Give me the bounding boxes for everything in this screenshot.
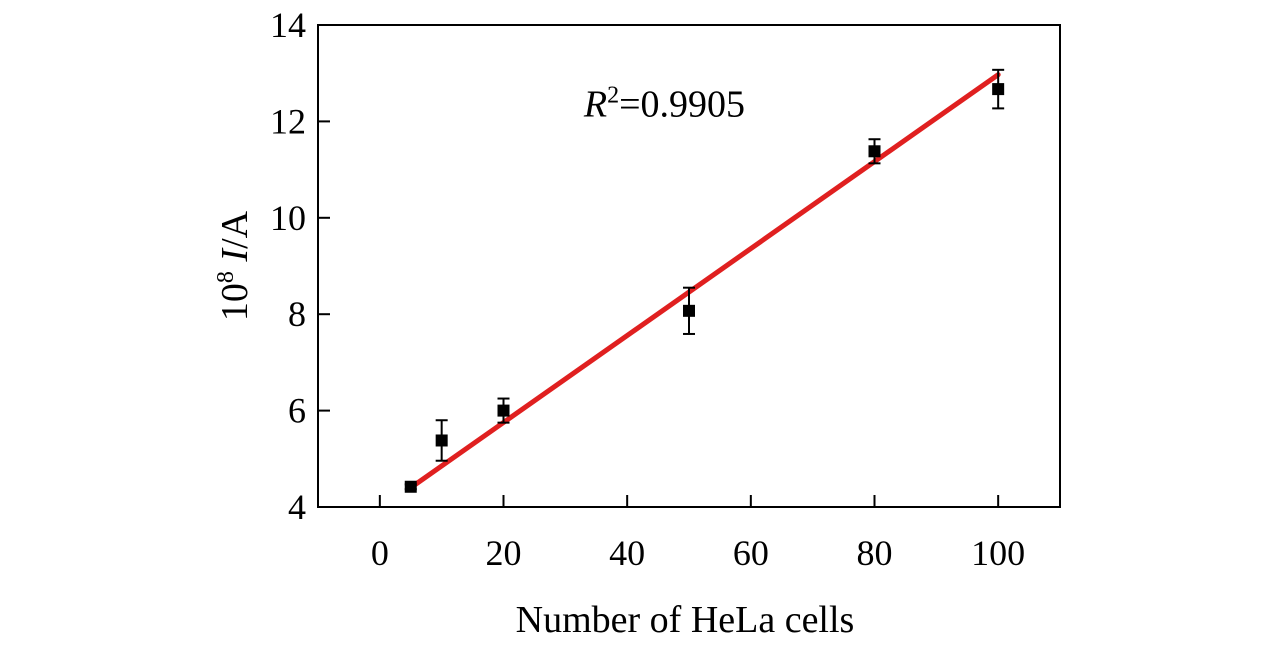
marker-4 (868, 145, 881, 158)
x-tick-label-4: 80 (857, 533, 893, 573)
x-tick-label-0: 0 (371, 533, 389, 573)
data-point-5 (992, 68, 1005, 110)
r-squared-annotation: R2=0.9905 (583, 83, 745, 126)
y-axis-title-variable: I (214, 247, 256, 263)
x-tick-label-1: 20 (486, 533, 522, 573)
y-tick-label-3: 10 (270, 198, 306, 238)
x-axis-title: Number of HeLa cells (516, 599, 855, 641)
y-axis: 4 6 8 10 12 14 (270, 5, 330, 527)
y-axis-title: 108 I/A (213, 210, 256, 321)
y-tick-label-0: 4 (288, 487, 306, 527)
y-axis-title-base: 10 (214, 283, 256, 321)
y-tick-label-2: 8 (288, 294, 306, 334)
r-squared-value: =0.9905 (619, 84, 745, 126)
y-tick-label-1: 6 (288, 391, 306, 431)
plot-frame (317, 24, 1061, 508)
y-axis-title-exponent: 8 (213, 271, 239, 283)
r-squared-exponent: 2 (607, 83, 619, 109)
fit-line-group (408, 72, 1001, 491)
r-squared-variable: R (583, 84, 607, 126)
x-axis: 0 20 40 60 80 100 (371, 495, 1025, 573)
marker-1 (435, 434, 448, 447)
data-point-4 (868, 138, 881, 165)
marker-5 (992, 83, 1005, 96)
x-tick-label-2: 40 (609, 533, 645, 573)
y-tick-label-5: 14 (270, 5, 306, 45)
data-point-2 (497, 397, 510, 424)
marker-2 (497, 404, 510, 417)
x-tick-label-3: 60 (733, 533, 769, 573)
data-points (404, 68, 1005, 493)
data-point-1 (435, 419, 448, 462)
data-point-3 (683, 286, 695, 335)
marker-3 (683, 304, 695, 317)
data-point-0 (404, 480, 417, 493)
x-tick-label-5: 100 (971, 533, 1025, 573)
fit-line (408, 72, 1001, 491)
y-axis-title-unit: /A (214, 210, 256, 249)
marker-0 (404, 480, 417, 493)
y-tick-label-4: 12 (270, 101, 306, 141)
